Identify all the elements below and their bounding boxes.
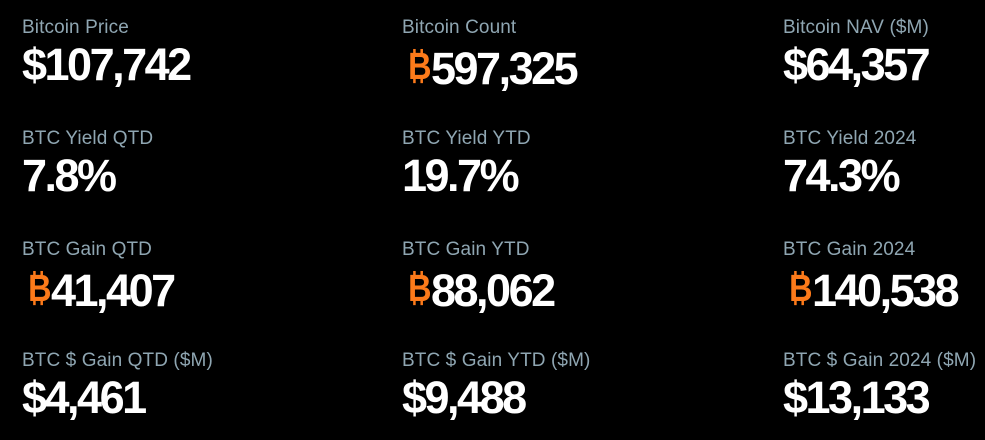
svg-text:B: B xyxy=(408,46,430,88)
svg-text:B: B xyxy=(408,268,430,310)
svg-text:B: B xyxy=(28,268,50,310)
svg-text:B: B xyxy=(789,268,811,310)
